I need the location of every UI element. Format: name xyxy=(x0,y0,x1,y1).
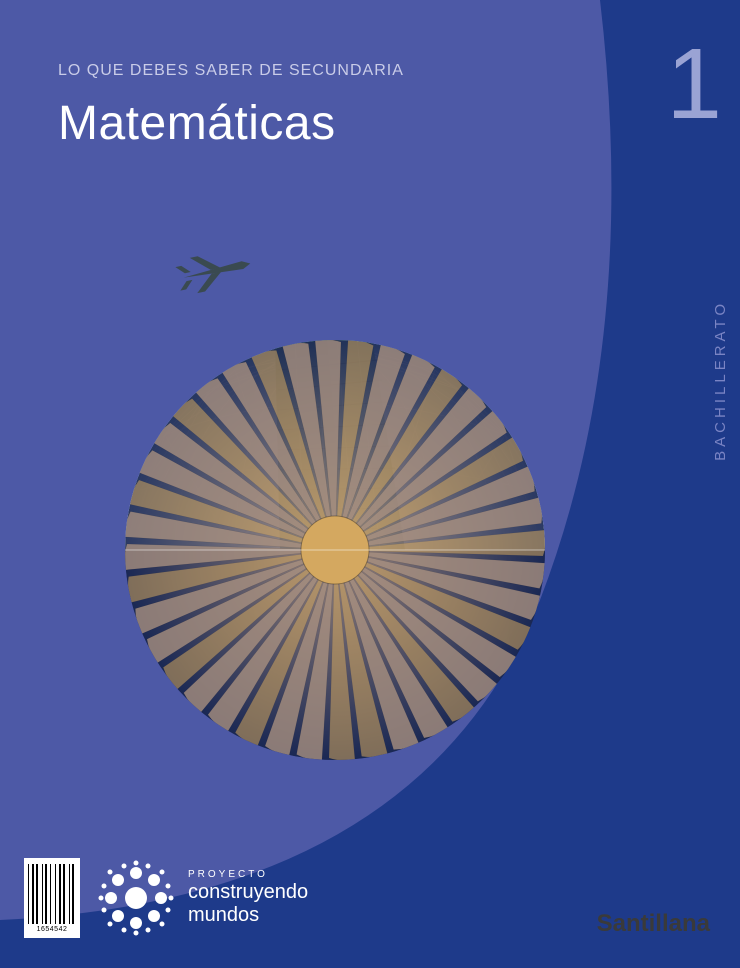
project-name-1: construyendo xyxy=(188,881,308,904)
airplane-icon xyxy=(174,250,254,296)
cover-illustration xyxy=(120,250,550,790)
footer: 1654542 xyxy=(24,858,710,938)
publisher-logo: Santillana xyxy=(597,910,710,938)
project-label: PROYECTO xyxy=(188,869,308,881)
project-text: PROYECTO construyendo mundos xyxy=(188,869,308,927)
footer-left: 1654542 xyxy=(24,858,308,938)
title: Matemáticas xyxy=(58,96,336,151)
grade-number: 1 xyxy=(666,34,722,134)
project-logo-icon xyxy=(98,860,174,936)
content-layer: LO QUE DEBES SABER DE SECUNDARIA Matemát… xyxy=(0,0,740,968)
project-name-2: mundos xyxy=(188,904,308,927)
grade-label: BACHILLERATO xyxy=(712,300,729,461)
subtitle: LO QUE DEBES SABER DE SECUNDARIA xyxy=(58,62,404,80)
book-cover: LO QUE DEBES SABER DE SECUNDARIA Matemát… xyxy=(0,0,740,968)
project-block: PROYECTO construyendo mundos xyxy=(98,860,308,936)
barcode: 1654542 xyxy=(24,858,80,938)
barcode-lines xyxy=(28,864,76,924)
barcode-number: 1654542 xyxy=(28,926,76,933)
